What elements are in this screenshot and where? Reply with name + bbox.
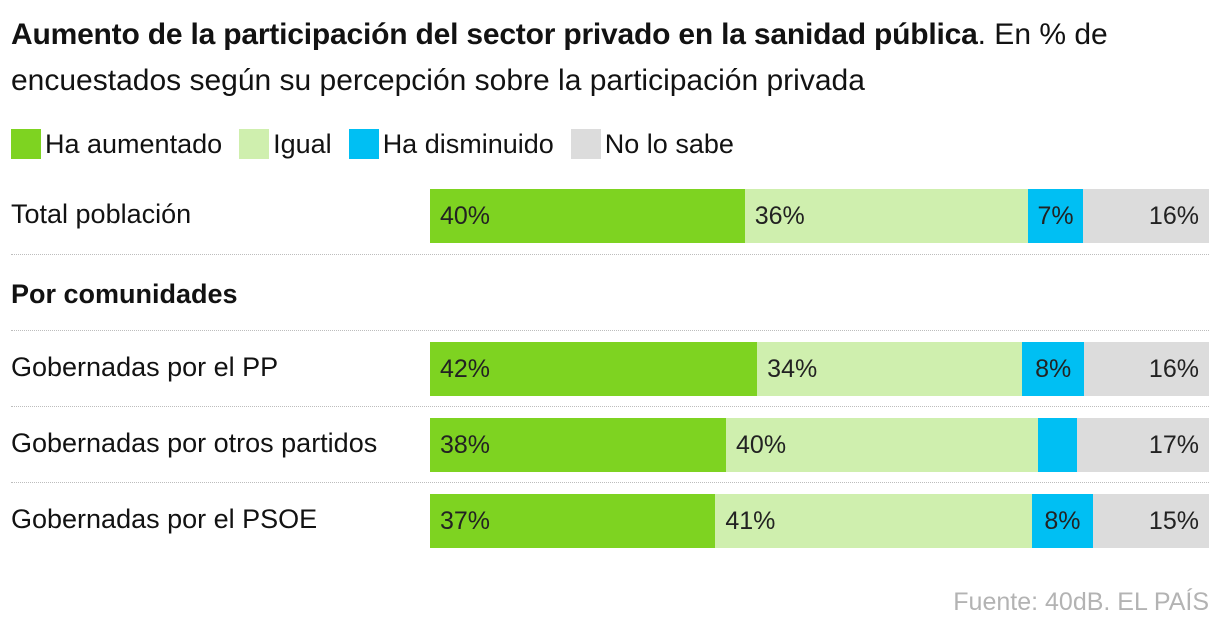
chart-title-bold: Aumento de la participación del sector p… bbox=[11, 18, 978, 51]
section-heading: Por comunidades bbox=[11, 279, 238, 309]
row-divider bbox=[11, 406, 1209, 407]
legend-item-no-lo-sabe: No lo sabe bbox=[570, 128, 734, 160]
bar-segment-no-lo-sabe: 16% bbox=[1084, 342, 1209, 396]
bar-segment-ha-disminuido: 7% bbox=[1028, 189, 1084, 243]
bar-segment-ha-disminuido bbox=[1037, 418, 1077, 472]
data-label: 37% bbox=[440, 507, 491, 535]
bar-row-gobernadas-psoe: 37% 41% 8% 15% bbox=[430, 494, 1209, 548]
data-label: 17% bbox=[1148, 431, 1199, 459]
data-label: 16% bbox=[1148, 202, 1199, 230]
data-label: 16% bbox=[1148, 355, 1199, 383]
chart-subtitle: . En % de encuestados según su percepció… bbox=[11, 18, 1108, 97]
legend-swatch-ha-aumentado bbox=[11, 129, 41, 159]
chart-title: Aumento de la participación del sector p… bbox=[11, 12, 1201, 104]
bar-segment-ha-aumentado: 42% bbox=[430, 342, 758, 396]
bar-segment-ha-aumentado: 40% bbox=[430, 189, 745, 243]
row-label-gobernadas-otros: Gobernadas por otros partidos bbox=[11, 428, 378, 458]
data-label: 34% bbox=[767, 355, 818, 383]
row-divider bbox=[11, 482, 1209, 483]
bar-segment-ha-disminuido: 8% bbox=[1031, 494, 1094, 548]
data-label: 8% bbox=[1044, 507, 1081, 535]
bar-segment-no-lo-sabe: 15% bbox=[1093, 494, 1209, 548]
source-note: Fuente: 40dB. EL PAÍS bbox=[953, 588, 1209, 616]
legend-item-ha-aumentado: Ha aumentado bbox=[11, 129, 222, 160]
legend: Ha aumentado Igual Ha disminuido No lo s… bbox=[11, 128, 751, 160]
row-label-total-poblacion: Total población bbox=[11, 199, 192, 229]
row-divider bbox=[11, 254, 1209, 255]
legend-swatch-ha-disminuido bbox=[348, 129, 379, 159]
data-label: 8% bbox=[1035, 355, 1072, 383]
data-label: 40% bbox=[736, 431, 787, 459]
data-label: 41% bbox=[725, 507, 776, 535]
bar-segment-no-lo-sabe: 16% bbox=[1083, 189, 1209, 243]
bar-segment-ha-disminuido: 8% bbox=[1022, 342, 1085, 396]
bar-segment-ha-aumentado: 37% bbox=[430, 494, 716, 548]
legend-label-no-lo-sabe: No lo sabe bbox=[604, 128, 734, 159]
bar-segment-ha-aumentado: 38% bbox=[430, 418, 727, 472]
bar-row-gobernadas-pp: 42% 34% 8% 16% bbox=[430, 342, 1209, 396]
data-label: 7% bbox=[1037, 202, 1074, 230]
bar-row-total-poblacion: 40% 36% 7% 16% bbox=[430, 189, 1209, 243]
bar-segment-no-lo-sabe: 17% bbox=[1076, 418, 1209, 472]
section-divider bbox=[11, 330, 1209, 331]
bar-segment-igual: 34% bbox=[757, 342, 1023, 396]
bar-segment-igual: 40% bbox=[726, 418, 1038, 472]
bar-row-gobernadas-otros: 38% 40% 17% bbox=[430, 418, 1209, 472]
legend-label-ha-disminuido: Ha disminuido bbox=[382, 128, 554, 159]
legend-swatch-no-lo-sabe bbox=[570, 129, 601, 159]
bar-segment-igual: 36% bbox=[744, 189, 1028, 243]
legend-label-igual: Igual bbox=[273, 128, 332, 159]
legend-swatch-igual bbox=[239, 129, 270, 159]
data-label: 36% bbox=[754, 202, 805, 230]
row-label-gobernadas-pp: Gobernadas por el PP bbox=[11, 352, 279, 382]
data-label: 42% bbox=[440, 355, 491, 383]
legend-label-ha-aumentado: Ha aumentado bbox=[45, 128, 223, 159]
data-label: 15% bbox=[1148, 507, 1199, 535]
legend-item-igual: Igual bbox=[239, 129, 332, 160]
data-label: 40% bbox=[440, 202, 491, 230]
row-label-gobernadas-psoe: Gobernadas por el PSOE bbox=[11, 504, 318, 534]
data-label: 38% bbox=[440, 431, 491, 459]
bar-segment-igual: 41% bbox=[715, 494, 1032, 548]
legend-item-ha-disminuido: Ha disminuido bbox=[348, 128, 554, 160]
